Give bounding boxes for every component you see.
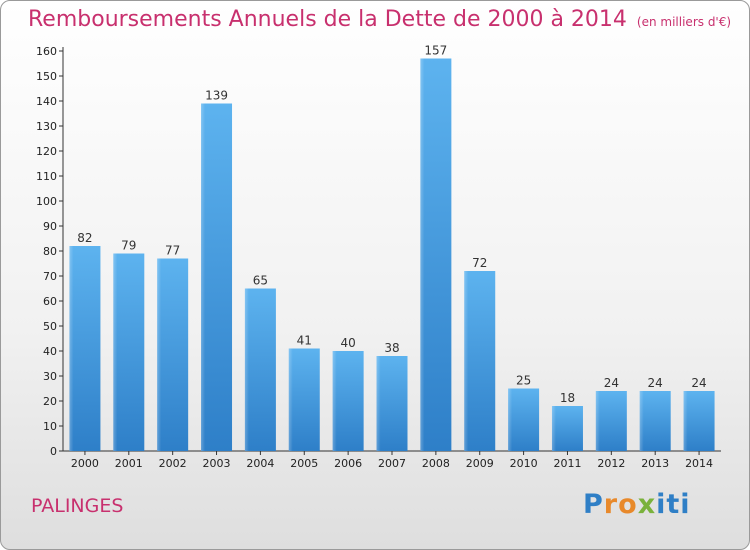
data-label: 65: [253, 274, 268, 288]
y-tick-label: 80: [43, 245, 57, 258]
bar-highlight: [376, 356, 381, 451]
y-tick-label: 160: [36, 45, 57, 58]
bar-2003: [201, 103, 233, 451]
bar-2006: [332, 351, 364, 451]
x-tick-label: 2008: [422, 457, 450, 470]
y-tick-label: 0: [50, 445, 57, 458]
x-tick-label: 2012: [597, 457, 625, 470]
bar-2011: [551, 406, 583, 451]
x-tick-label: 2013: [641, 457, 669, 470]
data-label: 24: [691, 376, 706, 390]
data-label: 157: [424, 44, 447, 58]
y-tick-label: 10: [43, 420, 57, 433]
bar-2012: [595, 391, 627, 451]
chart-title-text: Remboursements Annuels de la Dette de 20…: [28, 7, 627, 32]
data-label: 79: [121, 239, 136, 253]
chart-bars: [69, 58, 715, 451]
x-tick-label: 2007: [378, 457, 406, 470]
x-tick-label: 2014: [685, 457, 713, 470]
y-tick-label: 90: [43, 220, 57, 233]
bar-highlight: [201, 103, 206, 451]
bar-highlight: [508, 388, 513, 451]
x-tick-label: 2004: [246, 457, 274, 470]
y-tick-label: 100: [36, 195, 57, 208]
logo-letter: r: [603, 489, 619, 520]
logo-letter: P: [583, 489, 604, 520]
bar-2007: [376, 356, 408, 451]
chart-axes: 0 10 20 30 40 50 60 70 80 90 100 110 120 130 140 150 160…: [36, 45, 721, 470]
data-label: 82: [77, 231, 92, 245]
bar-highlight: [332, 351, 337, 451]
x-tick-label: 2002: [159, 457, 187, 470]
data-label: 41: [297, 334, 312, 348]
data-label: 139: [205, 89, 228, 103]
commune-name: PALINGES: [31, 495, 124, 517]
x-tick-label: 2001: [115, 457, 143, 470]
data-label: 24: [604, 376, 619, 390]
x-tick-label: 2003: [203, 457, 231, 470]
chart-data-labels: 82 79 77 139 65 41 40 38 157 72 25 18 24 24 24: [77, 44, 706, 406]
x-tick-label: 2011: [553, 457, 581, 470]
y-tick-label: 20: [43, 395, 57, 408]
x-tick-label: 2010: [510, 457, 538, 470]
bar-2009: [464, 271, 496, 451]
bar-2000: [69, 246, 101, 451]
x-tick-label: 2009: [466, 457, 494, 470]
bar-highlight: [157, 258, 162, 451]
bar-highlight: [288, 348, 293, 451]
chart-title: Remboursements Annuels de la Dette de 20…: [28, 7, 731, 32]
bar-2002: [157, 258, 189, 451]
bar-highlight: [69, 246, 74, 451]
y-tick-label: 30: [43, 370, 57, 383]
logo-letter: i: [656, 489, 667, 520]
data-label: 24: [648, 376, 663, 390]
bar-highlight: [244, 288, 249, 451]
bar-highlight: [551, 406, 556, 451]
bar-highlight: [639, 391, 644, 451]
y-tick-label: 120: [36, 145, 57, 158]
bar-2014: [683, 391, 715, 451]
y-tick-label: 70: [43, 270, 57, 283]
y-tick-label: 140: [36, 95, 57, 108]
logo-letter: x: [637, 489, 657, 520]
y-tick-label: 130: [36, 120, 57, 133]
data-label: 25: [516, 374, 531, 388]
bar-2001: [113, 253, 145, 451]
data-label: 40: [340, 336, 355, 350]
bar-highlight: [464, 271, 469, 451]
bar-highlight: [683, 391, 688, 451]
bar-highlight: [420, 58, 425, 451]
y-tick-label: 60: [43, 295, 57, 308]
bar-2013: [639, 391, 671, 451]
x-tick-label: 2000: [71, 457, 99, 470]
bar-highlight: [113, 253, 118, 451]
data-label: 77: [165, 244, 180, 258]
y-tick-label: 150: [36, 70, 57, 83]
x-tick-label: 2005: [290, 457, 318, 470]
bar-2005: [288, 348, 320, 451]
data-label: 38: [384, 341, 399, 355]
y-tick-label: 50: [43, 320, 57, 333]
data-label: 72: [472, 256, 487, 270]
y-tick-label: 40: [43, 345, 57, 358]
logo-letter: t: [666, 489, 681, 520]
logo-letter: o: [618, 489, 638, 520]
bar-2010: [508, 388, 540, 451]
bar-2008: [420, 58, 452, 451]
proxiti-logo: Proxiti: [583, 489, 691, 520]
x-tick-label: 2006: [334, 457, 362, 470]
data-label: 18: [560, 391, 575, 405]
chart-subtitle: (en milliers d'€): [636, 15, 732, 29]
bar-2004: [244, 288, 276, 451]
y-tick-label: 110: [36, 170, 57, 183]
bar-highlight: [595, 391, 600, 451]
logo-letter: i: [680, 489, 691, 520]
